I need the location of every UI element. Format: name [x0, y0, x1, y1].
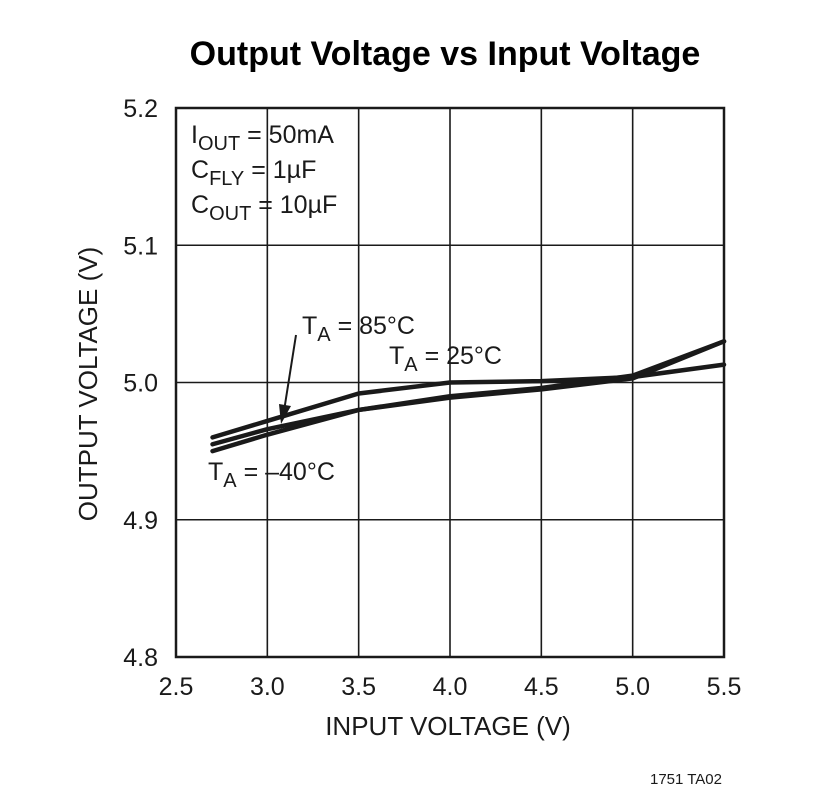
y-tick-label: 4.8: [123, 644, 158, 672]
x-tick-label: 5.5: [707, 673, 742, 701]
condition-2: COUT = 10µF: [191, 191, 337, 225]
x-tick-labels: 2.5 3.0 3.5 4.0 4.5 5.0 5.5: [159, 673, 742, 701]
chart-title: Output Voltage vs Input Voltage: [190, 35, 701, 73]
condition-1: CFLY = 1µF: [191, 156, 316, 190]
x-axis-label: INPUT VOLTAGE (V): [325, 711, 571, 741]
y-tick-labels: 4.8 4.9 5.0 5.1 5.2: [123, 95, 158, 672]
x-tick-label: 5.0: [615, 673, 650, 701]
annotation-arrowhead: [279, 404, 291, 424]
x-tick-label: 3.0: [250, 673, 285, 701]
y-tick-label: 4.9: [123, 507, 158, 535]
x-tick-label: 4.0: [433, 673, 468, 701]
condition-0: IOUT = 50mA: [191, 121, 334, 155]
y-axis-label: OUTPUT VOLTAGE (V): [73, 247, 103, 521]
x-tick-label: 3.5: [341, 673, 376, 701]
x-tick-label: 4.5: [524, 673, 559, 701]
series-line-2: [210, 339, 727, 454]
series-label-0: TA = 85°C: [302, 312, 415, 346]
y-tick-label: 5.1: [123, 232, 158, 260]
series-label-1: TA = 25°C: [389, 342, 502, 376]
series-annotations: TA = 85°CTA = 25°C TA = –40°C: [208, 312, 502, 492]
plot-frame: [174, 106, 726, 659]
series-lines: [210, 339, 727, 454]
y-tick-label: 5.0: [123, 370, 158, 398]
series-label-2: TA = –40°C: [208, 458, 335, 492]
y-tick-label: 5.2: [123, 95, 158, 123]
figure-code: 1751 TA02: [650, 771, 722, 788]
x-tick-label: 2.5: [159, 673, 194, 701]
annotation-arrow: [283, 334, 297, 412]
